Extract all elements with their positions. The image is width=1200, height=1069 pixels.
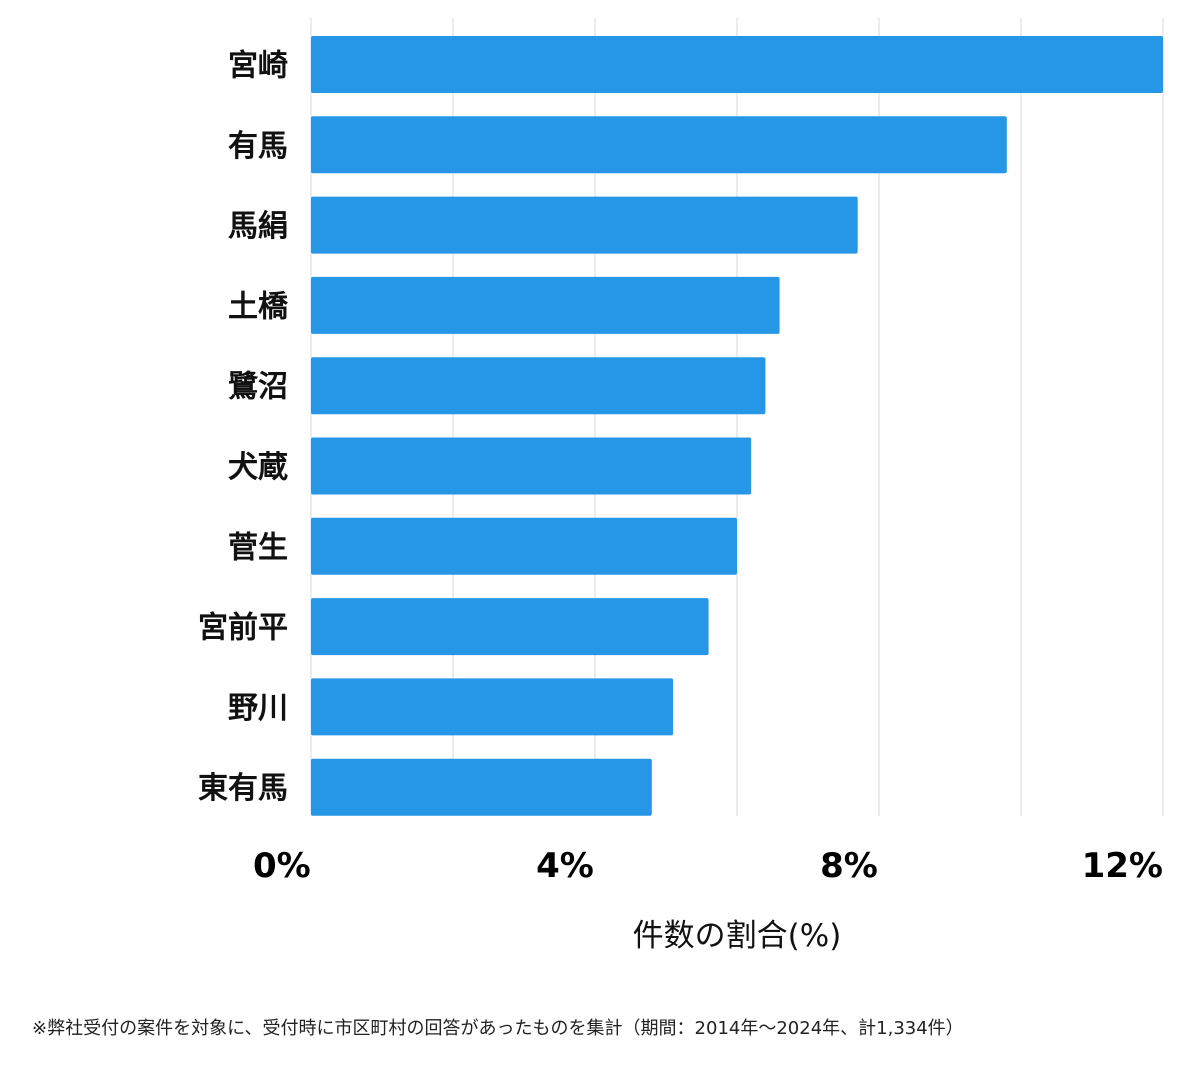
category-label: 宮前平	[198, 611, 288, 646]
x-tick-label: 4%	[536, 846, 594, 886]
x-tick-label: 8%	[820, 846, 878, 886]
footnote: ※弊社受付の案件を対象に、受付時に市区町村の回答があったものを集計（期間：201…	[32, 1018, 964, 1039]
bar	[311, 357, 766, 415]
bar	[311, 598, 709, 656]
category-label: 有馬	[228, 129, 288, 164]
bar	[311, 36, 1163, 93]
x-tick-label: 12%	[1082, 846, 1163, 886]
bar	[311, 437, 752, 495]
bar	[311, 517, 737, 575]
category-label: 鷺沼	[228, 370, 288, 405]
x-tick-label: 0%	[253, 846, 311, 886]
bar	[311, 678, 674, 736]
category-label: 犬蔵	[228, 450, 288, 485]
category-label: 野川	[228, 691, 288, 726]
bars	[311, 36, 1163, 816]
bar	[311, 276, 780, 334]
bar	[311, 196, 858, 254]
category-label: 菅生	[228, 530, 288, 565]
x-tick-labels: 0% 4% 8% 12%	[253, 846, 1163, 886]
category-label: 東有馬	[198, 771, 288, 806]
x-axis-title: 件数の割合(%)	[633, 918, 842, 954]
category-label: 馬絹	[228, 209, 288, 244]
bar	[311, 116, 1007, 174]
bar	[311, 758, 652, 816]
category-label: 土橋	[228, 289, 289, 324]
category-label: 宮崎	[228, 49, 288, 84]
